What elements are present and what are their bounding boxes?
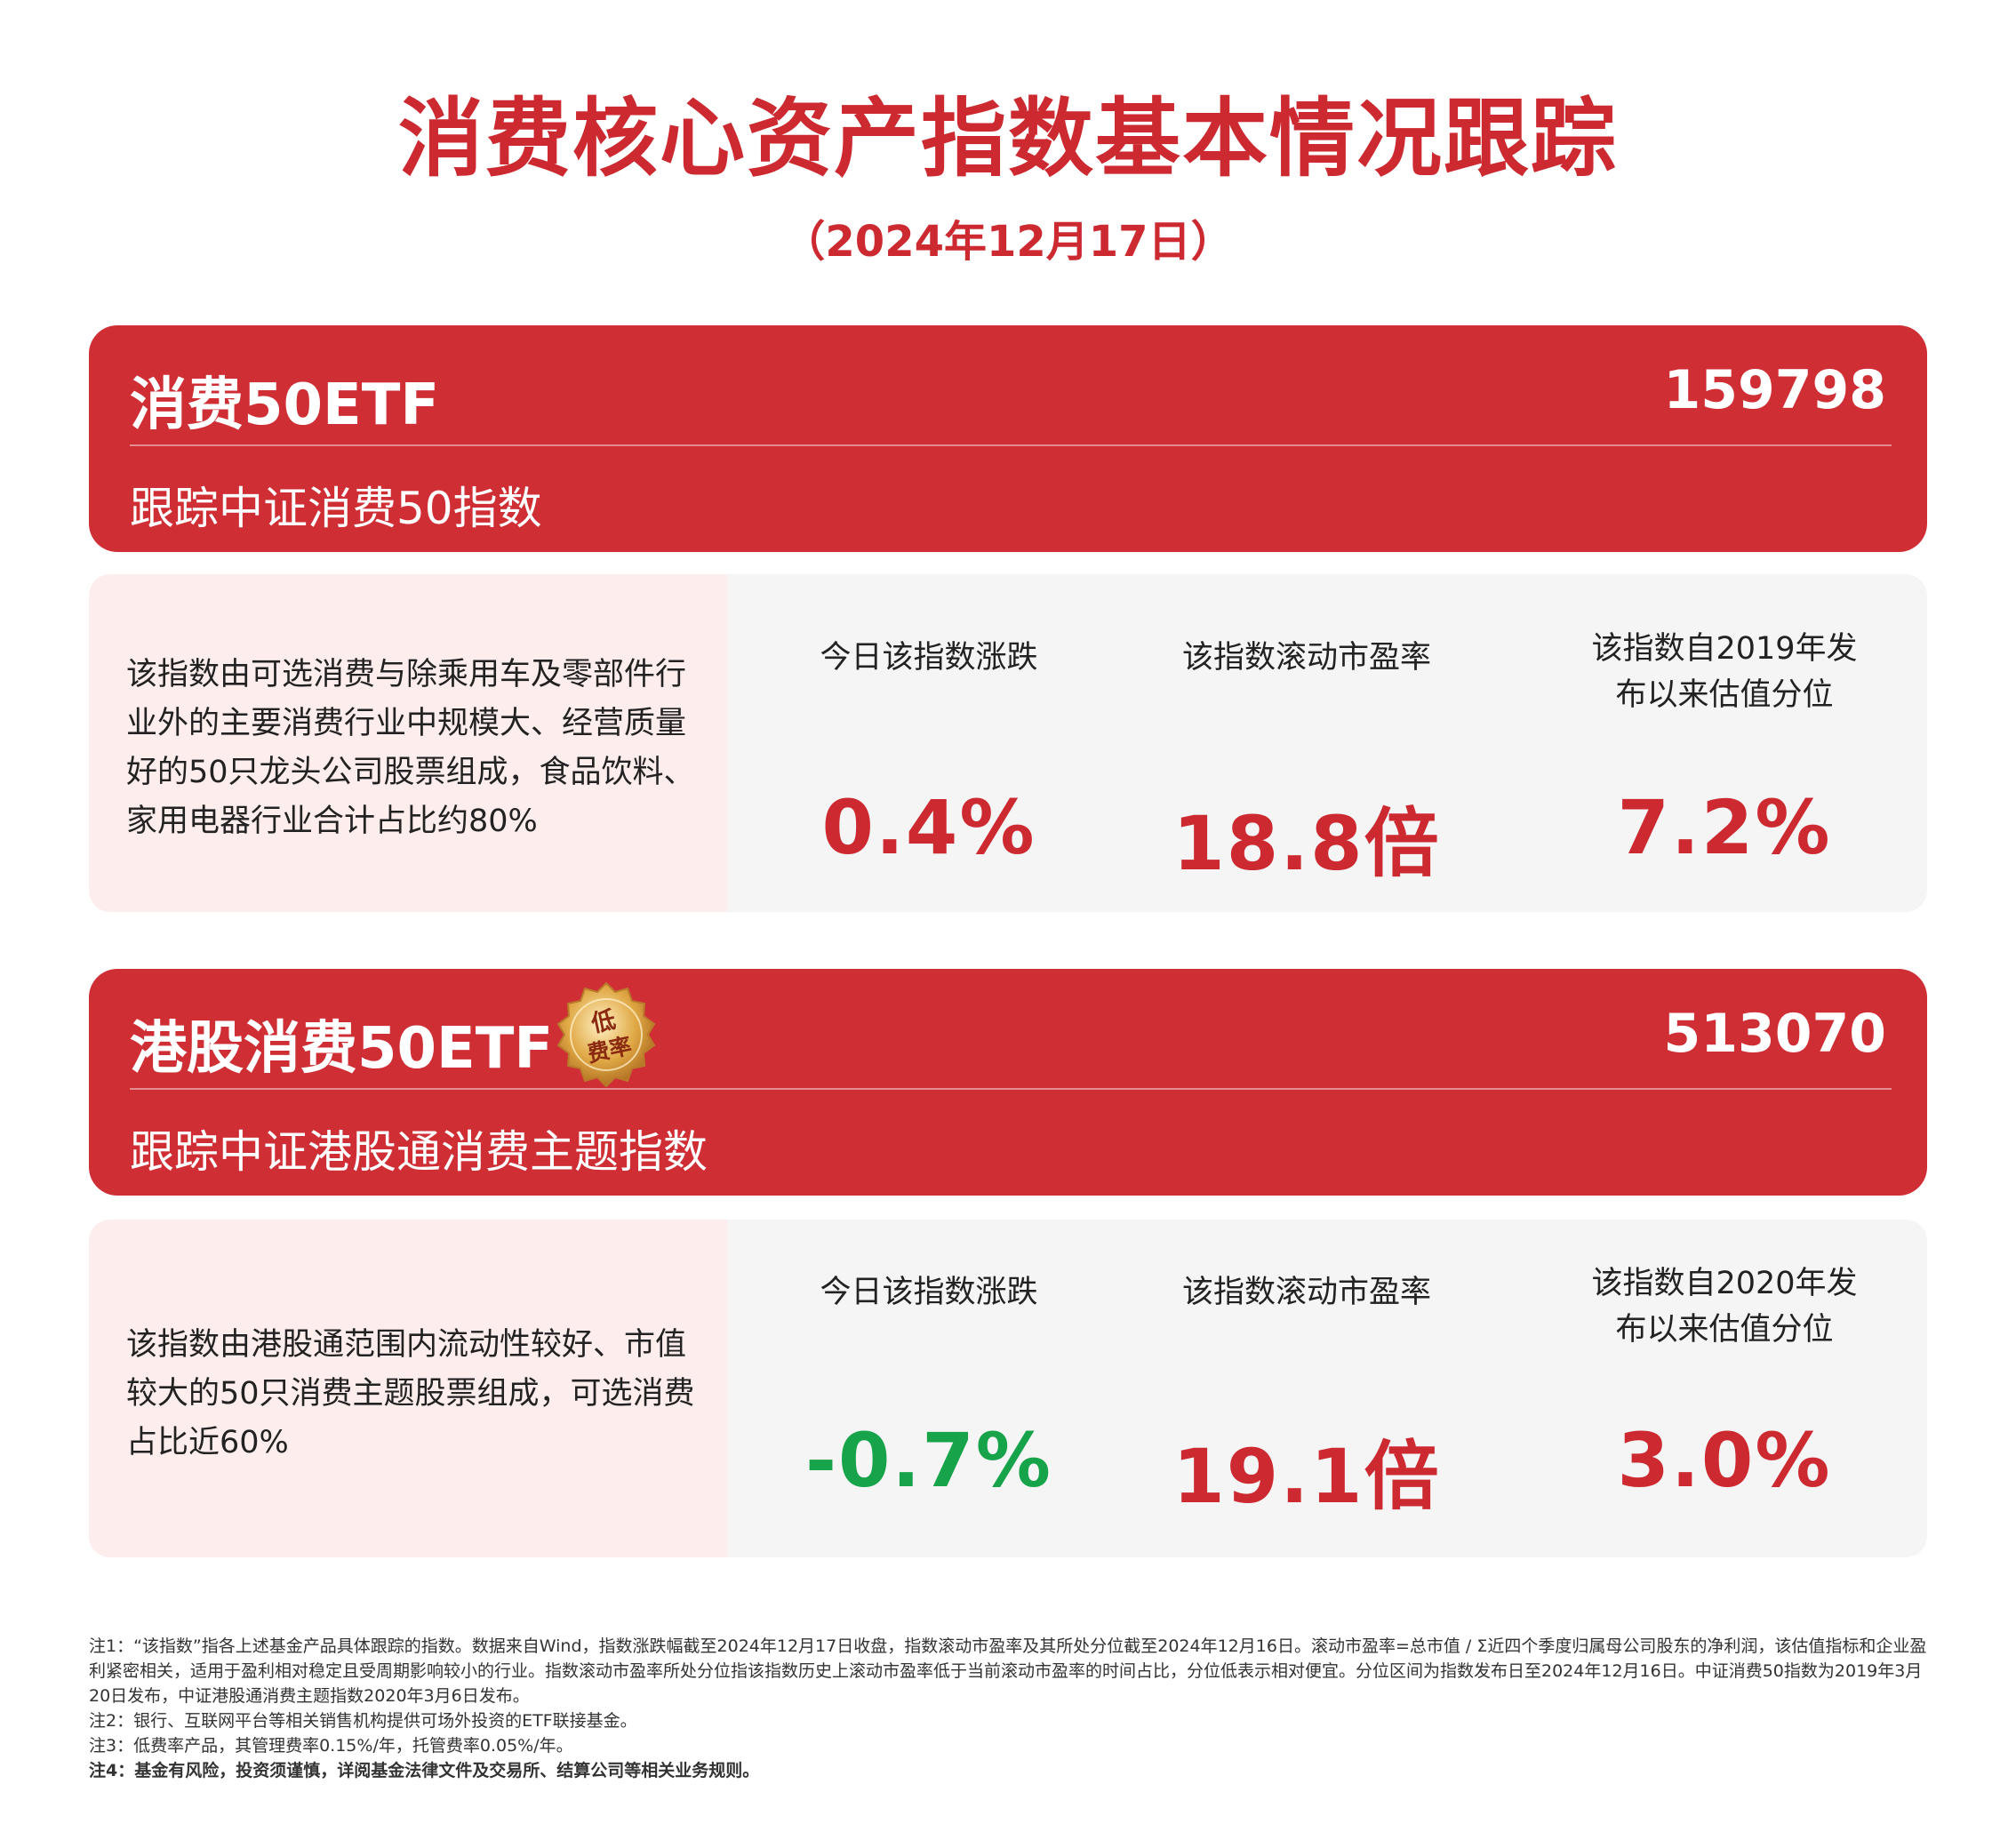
stat-label: 该指数滚动市盈率 bbox=[1181, 1275, 1431, 1310]
stat-value: 18.8倍 bbox=[1172, 800, 1441, 887]
stat-valuation-percentile: 该指数自2020年发布以来估值分位 3.0% bbox=[1591, 1220, 1858, 1557]
footnote-4: 注4：基金有风险，投资须谨慎，详阅基金法律文件及交易所、结算公司等相关业务规则。 bbox=[89, 1761, 760, 1780]
header-divider bbox=[130, 444, 1892, 446]
description-panel: 该指数由港股通范围内流动性较好、市值较大的50只消费主题股票组成，可选消费占比近… bbox=[89, 1220, 727, 1557]
fund-header-card-2: 港股消费50ETF 低 费率 513070 跟踪中证港股通消费主题指数 bbox=[89, 969, 1927, 1196]
stat-value: 19.1倍 bbox=[1172, 1433, 1441, 1520]
stat-daily-change: 今日该指数涨跌 0.4% bbox=[791, 574, 1067, 912]
header-divider bbox=[130, 1088, 1892, 1090]
stat-label: 今日该指数涨跌 bbox=[820, 1275, 1038, 1310]
footnotes: 注1：“该指数”指各上述基金产品具体跟踪的指数。数据来自Wind，指数涨跌幅截至… bbox=[89, 1634, 1929, 1783]
tracking-index-text: 跟踪中证港股通消费主题指数 bbox=[130, 1126, 708, 1178]
tracking-index-text: 跟踪中证消费50指数 bbox=[130, 483, 542, 534]
fund-code: 513070 bbox=[1663, 1003, 1887, 1065]
page-title: 消费核心资产指数基本情况跟踪 bbox=[398, 89, 1618, 188]
stat-valuation-percentile: 该指数自2019年发布以来估值分位 7.2% bbox=[1591, 574, 1858, 912]
footnote-2: 注2：银行、互联网平台等相关销售机构提供可场外投资的ETF联接基金。 bbox=[89, 1711, 637, 1731]
index-description: 该指数由港股通范围内流动性较好、市值较大的50只消费主题股票组成，可选消费占比近… bbox=[126, 1327, 695, 1460]
stat-value: 0.4% bbox=[821, 784, 1036, 871]
stat-label: 今日该指数涨跌 bbox=[820, 640, 1038, 676]
stat-value: 7.2% bbox=[1617, 784, 1832, 871]
stat-pe-ratio: 该指数滚动市盈率 18.8倍 bbox=[1138, 574, 1476, 912]
fund-info-card-2: 该指数由港股通范围内流动性较好、市值较大的50只消费主题股票组成，可选消费占比近… bbox=[89, 1220, 1927, 1557]
index-description: 该指数由可选消费与除乘用车及零部件行业外的主要消费行业中规模大、经营质量好的50… bbox=[126, 657, 695, 839]
stat-label: 该指数滚动市盈率 bbox=[1181, 640, 1431, 676]
stat-value: -0.7% bbox=[805, 1417, 1052, 1504]
description-panel: 该指数由可选消费与除乘用车及零部件行业外的主要消费行业中规模大、经营质量好的50… bbox=[89, 574, 727, 912]
footnote-1: 注1：“该指数”指各上述基金产品具体跟踪的指数。数据来自Wind，指数涨跌幅截至… bbox=[89, 1636, 1927, 1706]
stat-daily-change: 今日该指数涨跌 -0.7% bbox=[791, 1220, 1067, 1557]
fund-code: 159798 bbox=[1663, 359, 1887, 421]
badge-label-1: 低 bbox=[588, 1006, 619, 1038]
fund-name: 港股消费50ETF bbox=[130, 1016, 554, 1082]
fund-info-card-1: 该指数由可选消费与除乘用车及零部件行业外的主要消费行业中规模大、经营质量好的50… bbox=[89, 574, 1927, 912]
stat-pe-ratio: 该指数滚动市盈率 19.1倍 bbox=[1138, 1220, 1476, 1557]
stat-label: 该指数自2020年发布以来估值分位 bbox=[1591, 1266, 1858, 1348]
report-date: （2024年12月17日） bbox=[782, 217, 1234, 267]
stat-value: 3.0% bbox=[1617, 1417, 1832, 1504]
fund-header-card-1: 消费50ETF 159798 跟踪中证消费50指数 bbox=[89, 325, 1927, 552]
stat-label: 该指数自2019年发布以来估值分位 bbox=[1591, 631, 1858, 713]
footnote-3: 注3：低费率产品，其管理费率0.15%/年，托管费率0.05%/年。 bbox=[89, 1736, 573, 1756]
fund-name: 消费50ETF bbox=[130, 372, 440, 438]
low-fee-badge-icon: 低 费率 bbox=[556, 981, 656, 1088]
